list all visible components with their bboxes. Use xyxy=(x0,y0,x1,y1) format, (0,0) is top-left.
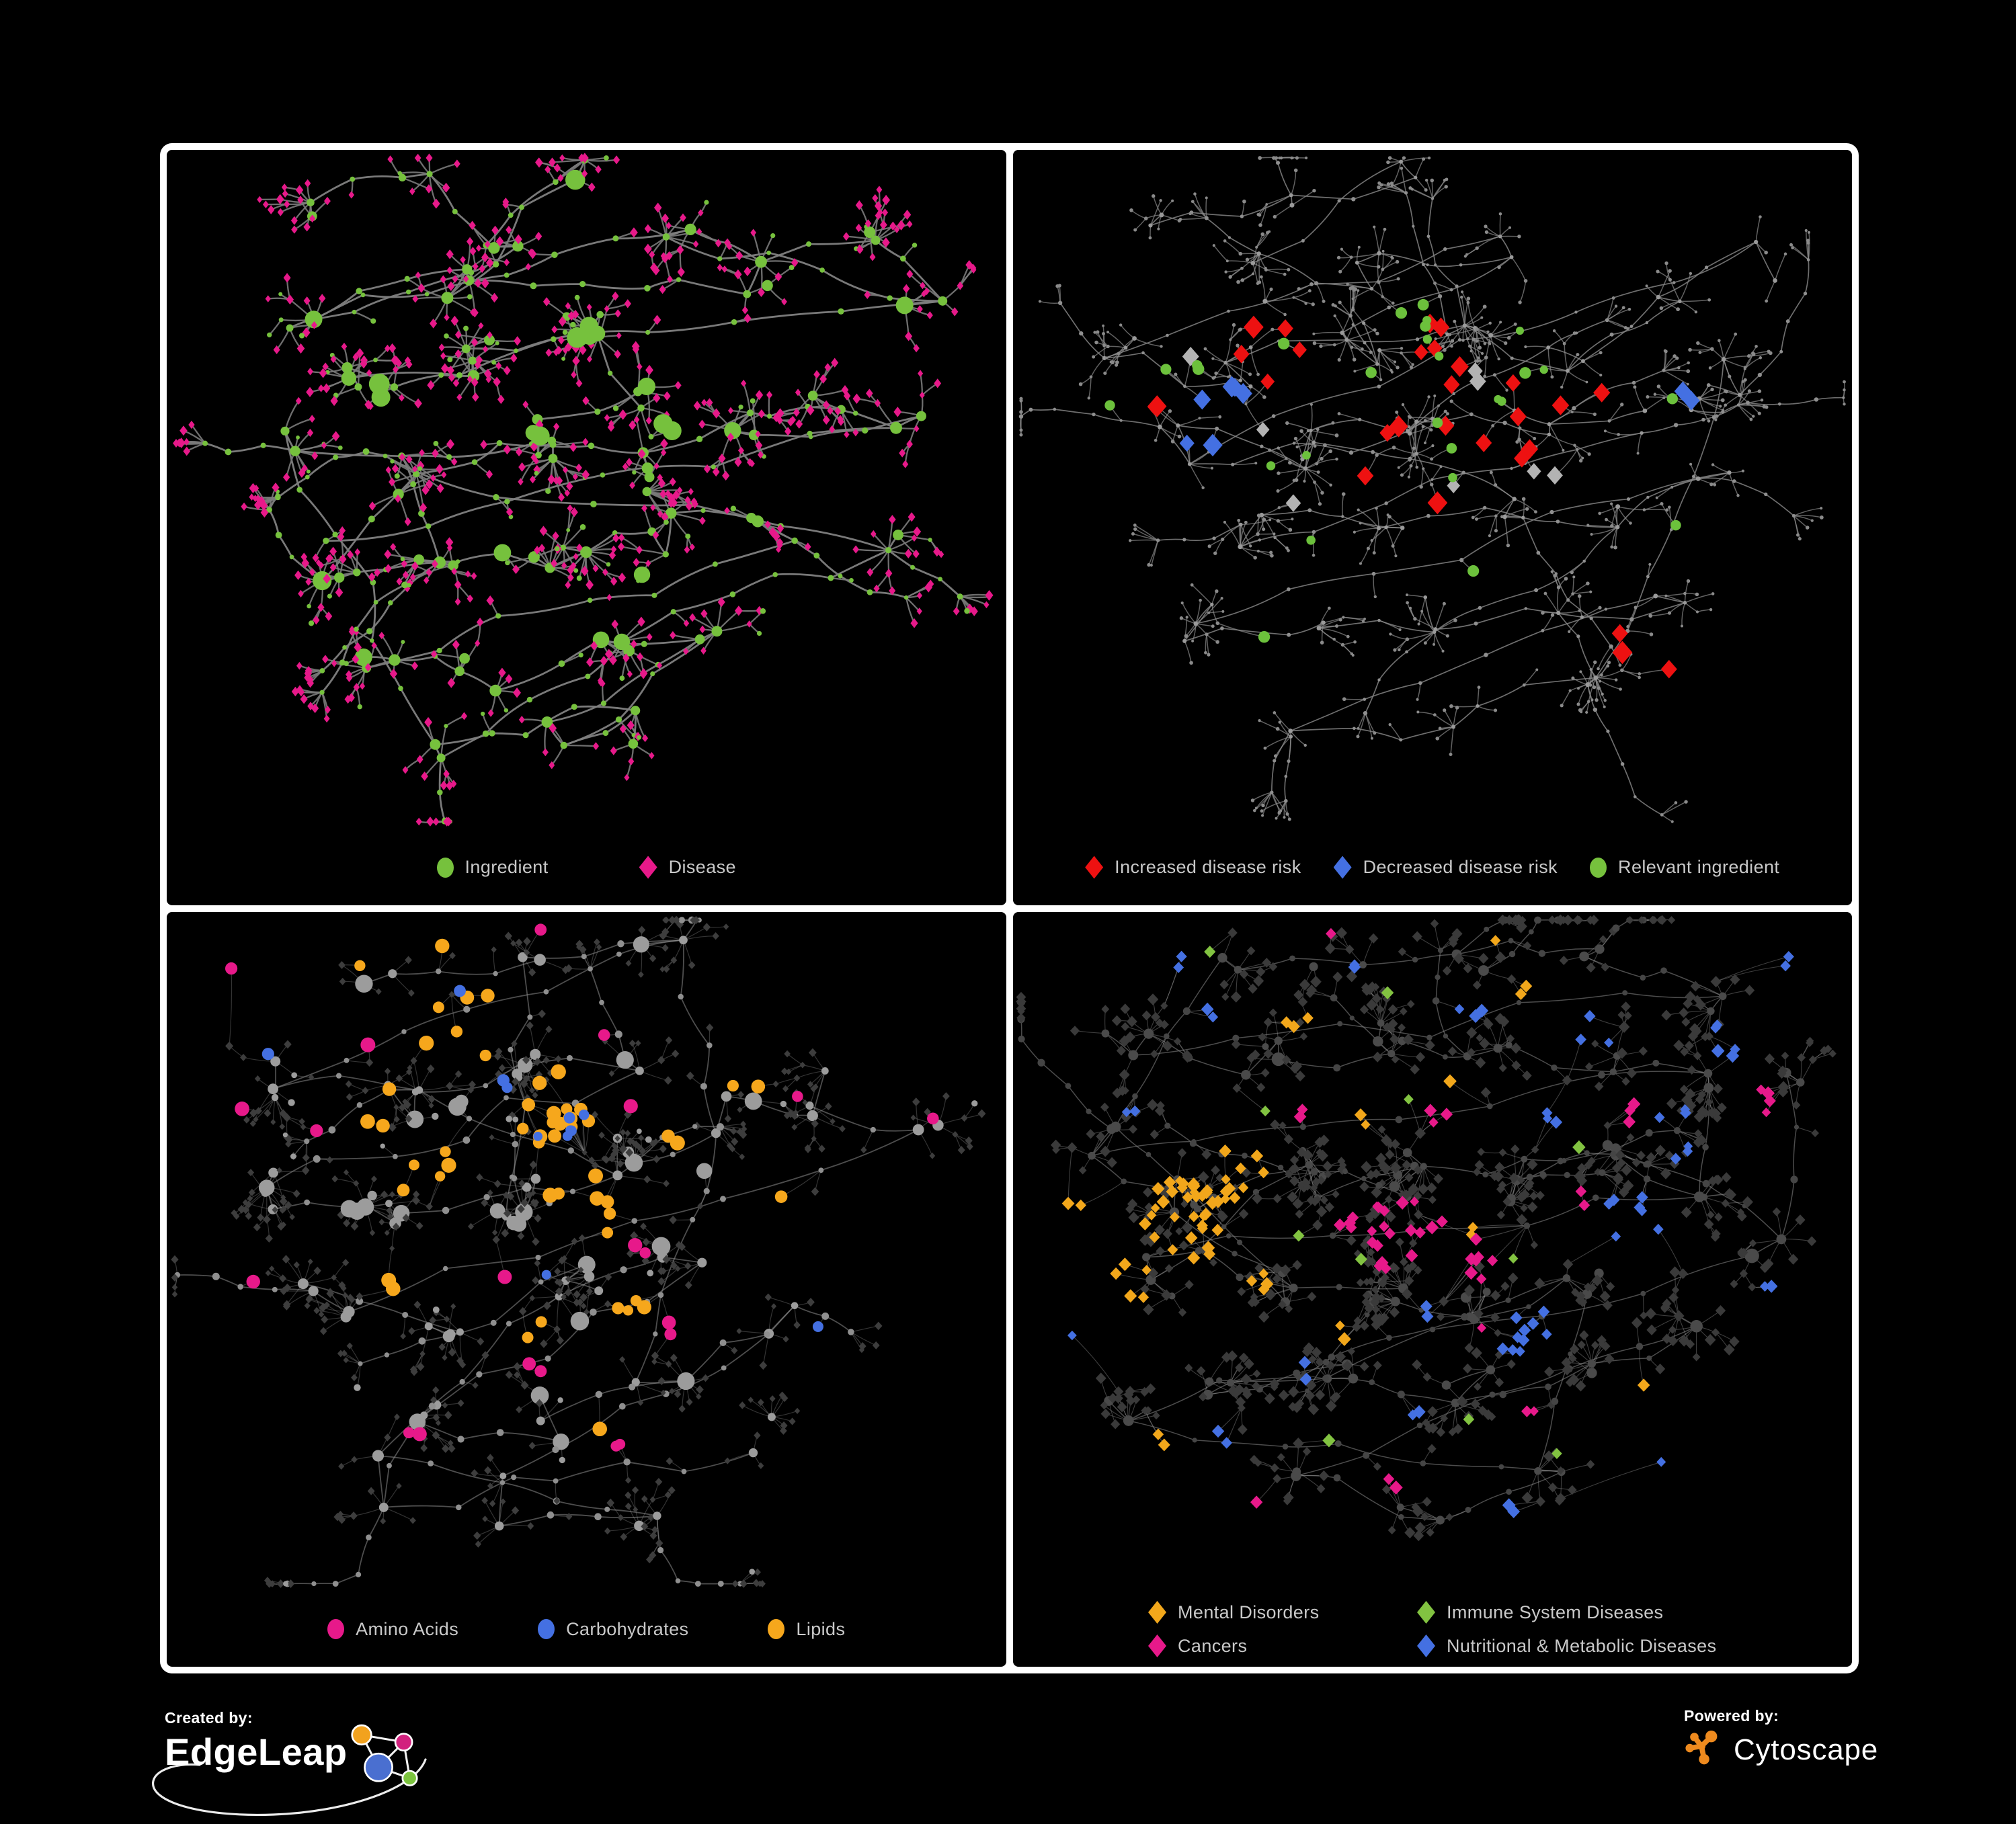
legend-row: Mental Disorders Immune System Diseases xyxy=(1148,1601,1716,1624)
edgeleap-logo-text: EdgeLeap xyxy=(165,1731,348,1773)
diamond-marker-icon xyxy=(1085,856,1104,879)
legend-label: Amino Acids xyxy=(356,1618,459,1639)
legend-row: Amino Acids Carbohydrates Lipids xyxy=(327,1619,845,1640)
edgeleap-logo: EdgeLeap xyxy=(152,1724,427,1817)
diamond-marker-icon xyxy=(1333,856,1352,879)
legend-label: Ingredient xyxy=(465,857,549,877)
panel-ingredient-disease: Ingredient Disease xyxy=(167,150,1006,905)
footer-powered-by: Powered by: Cytoscape xyxy=(1684,1707,1878,1771)
legend-item-disease: Disease xyxy=(639,856,736,879)
legend-item-carbohydrates: Carbohydrates xyxy=(538,1619,688,1640)
legend-item-mental-disorders: Mental Disorders xyxy=(1148,1601,1319,1624)
legend-label: Relevant ingredient xyxy=(1618,857,1780,877)
legend-label: Lipids xyxy=(796,1618,846,1639)
cytoscape-logo-text: Cytoscape xyxy=(1734,1733,1879,1766)
legend-label: Cancers xyxy=(1178,1635,1248,1656)
legend-label: Carbohydrates xyxy=(566,1618,689,1639)
legend-block: Increased disease risk Decreased disease … xyxy=(1085,856,1779,879)
panel-macronutrient-classes: Amino Acids Carbohydrates Lipids xyxy=(167,911,1006,1667)
circle-marker-icon xyxy=(436,857,454,878)
edgeleap-swoosh-icon xyxy=(152,1758,427,1817)
legend-item-cancers: Cancers xyxy=(1148,1634,1247,1657)
cytoscape-logo: Cytoscape xyxy=(1684,1729,1878,1771)
legend-item-nutritional-metabolic-diseases: Nutritional & Metabolic Diseases xyxy=(1417,1634,1716,1657)
legend-item-increased-disease-risk: Increased disease risk xyxy=(1085,856,1301,879)
created-by-label: Created by: xyxy=(165,1709,253,1727)
network-disease-classes xyxy=(1015,913,1837,1541)
legend-label: Decreased disease risk xyxy=(1363,857,1558,877)
cytoscape-network-icon xyxy=(1685,1730,1718,1765)
legend-label: Nutritional & Metabolic Diseases xyxy=(1447,1635,1717,1656)
legend-item-ingredient: Ingredient xyxy=(436,857,549,878)
legend-block: Mental Disorders Immune System Diseases Ca… xyxy=(1148,1601,1716,1657)
diamond-marker-icon xyxy=(639,856,657,879)
circle-marker-icon xyxy=(1590,857,1607,878)
legend-row: Ingredient Disease xyxy=(436,856,736,879)
legend-label: Increased disease risk xyxy=(1115,857,1301,877)
legend-disease-classes: Mental Disorders Immune System Diseases Ca… xyxy=(1013,1591,1853,1667)
circle-marker-icon xyxy=(327,1619,345,1639)
legend-item-amino-acids: Amino Acids xyxy=(327,1619,458,1640)
legend-label: Immune System Diseases xyxy=(1447,1602,1664,1622)
edgeleap-network-icon xyxy=(351,1724,418,1786)
network-macronutrient-classes xyxy=(171,915,986,1588)
legend-block: Amino Acids Carbohydrates Lipids xyxy=(327,1619,845,1640)
diamond-marker-icon xyxy=(1148,1601,1167,1624)
legend-item-decreased-disease-risk: Decreased disease risk xyxy=(1333,856,1558,879)
figure-grid: Ingredient Disease Increased disease risk… xyxy=(160,143,1859,1673)
diamond-marker-icon xyxy=(1148,1634,1167,1657)
legend-row: Cancers Nutritional & Metabolic Diseases xyxy=(1148,1634,1716,1657)
legend-disease-risk: Increased disease risk Decreased disease … xyxy=(1013,830,1853,905)
panel-disease-risk: Increased disease risk Decreased disease … xyxy=(1012,150,1853,905)
legend-ingredient-disease: Ingredient Disease xyxy=(167,830,1006,905)
diamond-marker-icon xyxy=(1417,1601,1436,1624)
powered-by-label: Powered by: xyxy=(1684,1707,1779,1725)
legend-row: Increased disease risk Decreased disease … xyxy=(1085,856,1779,879)
legend-label: Disease xyxy=(668,857,736,877)
circle-marker-icon xyxy=(768,1619,785,1639)
panel-disease-classes: Mental Disorders Immune System Diseases Ca… xyxy=(1012,911,1853,1667)
legend-item-immune-system-diseases: Immune System Diseases xyxy=(1417,1601,1663,1624)
diamond-marker-icon xyxy=(1417,1634,1436,1657)
network-disease-risk xyxy=(1018,156,1846,823)
legend-item-lipids: Lipids xyxy=(768,1619,845,1640)
legend-macronutrient-classes: Amino Acids Carbohydrates Lipids xyxy=(167,1591,1006,1667)
circle-marker-icon xyxy=(538,1619,555,1639)
legend-block: Ingredient Disease xyxy=(436,856,736,879)
legend-item-relevant-ingredient: Relevant ingredient xyxy=(1590,857,1779,878)
footer-created-by: Created by: EdgeLeap xyxy=(152,1709,427,1817)
network-ingredient-disease xyxy=(173,153,994,827)
legend-label: Mental Disorders xyxy=(1178,1602,1320,1622)
